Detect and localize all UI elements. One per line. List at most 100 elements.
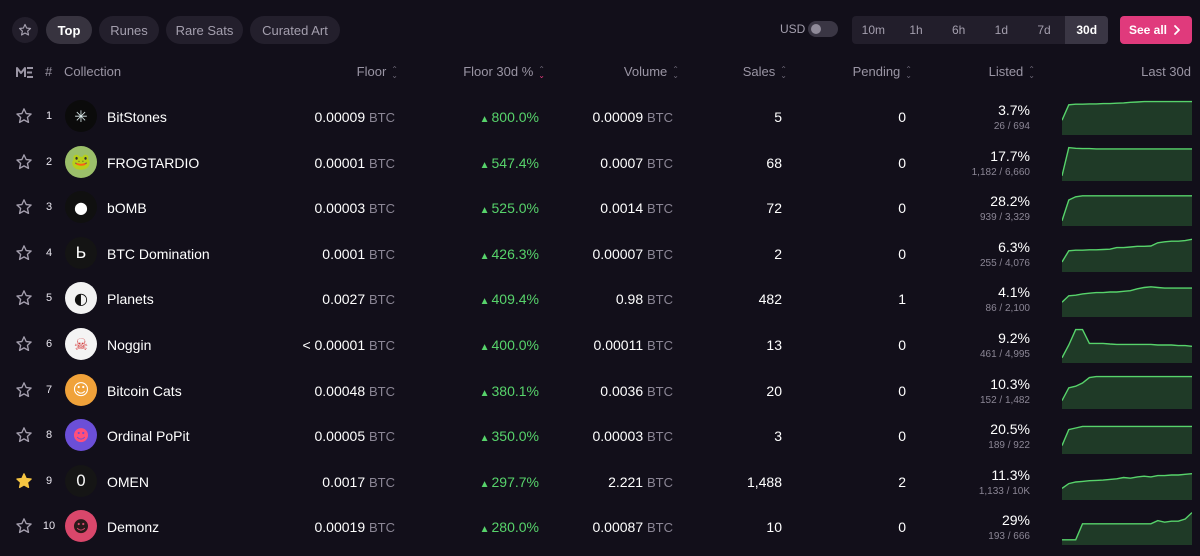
row-rank: 1 <box>45 110 53 122</box>
table-row[interactable]: 10 ☻ Demonz 0.00019 BTC ▲ 280.0% 0.00087 … <box>0 504 1200 550</box>
star-filled-icon[interactable] <box>15 472 33 490</box>
floor-price: 0.00009 BTC <box>315 109 396 125</box>
pending-count: 0 <box>898 200 906 217</box>
collection-avatar[interactable]: ☠ <box>65 328 97 360</box>
collection-name[interactable]: OMEN <box>107 473 149 490</box>
table-row[interactable]: 1 ✳ BitStones 0.00009 BTC ▲ 800.0% 0.0000… <box>0 94 1200 140</box>
table-row[interactable]: 7 ☺ Bitcoin Cats 0.00048 BTC ▲ 380.1% 0.0… <box>0 368 1200 414</box>
volume: 0.0014 BTC <box>600 200 673 216</box>
star-outline-icon[interactable] <box>15 335 33 353</box>
table-row[interactable]: 4 Ь BTC Domination 0.0001 BTC ▲ 426.3% 0.… <box>0 231 1200 277</box>
floor-change: ▲ 525.0% <box>480 200 539 216</box>
floor-value: 0.0001 <box>322 245 366 262</box>
star-outline-icon[interactable] <box>15 381 33 399</box>
star-outline-icon[interactable] <box>15 198 33 216</box>
sort-icon: ⌃ ⌄ <box>391 64 398 80</box>
timeframe-1h[interactable]: 1h <box>909 23 923 37</box>
collection-name[interactable]: FROGTARDIO <box>107 154 200 171</box>
floor-unit: BTC <box>369 246 395 262</box>
row-rank: 8 <box>45 429 53 442</box>
tab-top[interactable]: Top <box>46 16 92 44</box>
star-outline-icon[interactable] <box>15 244 33 262</box>
floor-change: ▲ 297.7% <box>480 474 539 490</box>
collection-name[interactable]: BitStones <box>107 109 167 125</box>
tab-curated-art[interactable]: Curated Art <box>250 16 340 44</box>
collection-avatar[interactable]: Ь <box>65 236 97 269</box>
header-volume[interactable]: Volume ⌃ ⌄ <box>624 64 679 79</box>
header-listed[interactable]: Listed ⌃ ⌄ <box>989 64 1035 79</box>
sparkline-area <box>1062 147 1192 181</box>
table-row[interactable]: 6 ☠ Noggin < 0.00001 BTC ▲ 400.0% 0.00011… <box>0 322 1200 368</box>
volume-unit: BTC <box>647 110 673 125</box>
floor-change-value: 409.4% <box>491 291 539 308</box>
listed-count: 26 / 694 <box>993 121 1030 132</box>
pending-count: 0 <box>898 382 906 399</box>
floor-change: ▲ 426.3% <box>480 246 539 262</box>
floor-change-value: 547.4% <box>491 154 539 171</box>
avatar-art-icon: 🐸 <box>71 152 91 172</box>
header-pending[interactable]: Pending ⌃ ⌄ <box>853 64 912 79</box>
avatar-art-icon: ✳ <box>74 106 88 126</box>
timeframe-6h[interactable]: 6h <box>952 23 966 37</box>
collection-name[interactable]: Demonz <box>107 519 160 536</box>
timeframe-7d[interactable]: 7d <box>1037 23 1051 37</box>
timeframe-10m[interactable]: 10m <box>861 23 885 37</box>
up-triangle-icon: ▲ <box>479 524 490 536</box>
timeframe-1d[interactable]: 1d <box>994 23 1009 37</box>
table-row[interactable]: 5 ◐ Planets 0.0027 BTC ▲ 409.4% 0.98 BTC … <box>0 276 1200 322</box>
collection-name[interactable]: BTC Domination <box>107 245 210 262</box>
volume: 0.0036 BTC <box>600 383 673 399</box>
floor-value: 0.0017 <box>322 473 366 490</box>
header-floor[interactable]: Floor ⌃ ⌄ <box>357 64 398 79</box>
floor-value: < 0.00001 <box>302 337 366 353</box>
sparkline-area <box>1062 287 1192 318</box>
tab-rare-sats[interactable]: Rare Sats <box>166 16 243 44</box>
collection-avatar[interactable]: ☺ <box>65 373 97 406</box>
collection-name[interactable]: Planets <box>107 291 154 308</box>
volume-unit: BTC <box>647 292 673 308</box>
star-outline-icon[interactable] <box>15 426 33 444</box>
collection-avatar[interactable]: ◐ <box>65 282 97 315</box>
favorites-filter-button[interactable] <box>12 17 38 43</box>
listed-percent: 11.3% <box>991 466 1030 483</box>
collection-avatar[interactable]: ☻ <box>65 419 97 452</box>
avatar-art-icon: ☻ <box>72 516 90 536</box>
floor-value: 0.00009 <box>314 109 366 125</box>
collection-name[interactable]: bOMB <box>107 200 147 217</box>
see-all-button[interactable]: See all <box>1120 16 1192 44</box>
row-rank: 7 <box>45 383 53 396</box>
floor-change-value: 400.0% <box>491 337 539 353</box>
collection-name[interactable]: Ordinal PoPit <box>107 428 190 445</box>
collection-avatar[interactable]: ✳ <box>65 100 97 132</box>
sparkline-area <box>1062 329 1192 363</box>
volume-unit: BTC <box>647 246 673 262</box>
collection-avatar[interactable]: ☻ <box>65 510 97 543</box>
star-outline-icon[interactable] <box>15 517 33 535</box>
table-row[interactable]: 8 ☻ Ordinal PoPit 0.00005 BTC ▲ 350.0% 0.… <box>0 413 1200 459</box>
floor-change-value: 525.0% <box>491 200 539 217</box>
volume-unit: BTC <box>647 338 673 353</box>
table-row[interactable]: 2 🐸 FROGTARDIO 0.00001 BTC ▲ 547.4% 0.000… <box>0 140 1200 186</box>
floor-change: ▲ 547.4% <box>480 155 539 171</box>
tab-runes[interactable]: Runes <box>99 16 159 44</box>
up-triangle-icon: ▲ <box>479 250 490 262</box>
collection-avatar[interactable]: ● <box>65 191 97 224</box>
volume-value: 0.00003 <box>592 428 644 445</box>
header-sales[interactable]: Sales ⌃ ⌄ <box>743 64 787 79</box>
star-outline-icon[interactable] <box>15 153 33 171</box>
sparkline-line <box>1062 375 1192 401</box>
header-floor-change[interactable]: Floor 30d % ⌃ ⌄ <box>463 64 545 79</box>
collection-name[interactable]: Noggin <box>107 337 152 353</box>
header-rank: # <box>45 64 53 79</box>
usd-toggle[interactable] <box>808 21 838 37</box>
pending-count: 0 <box>898 245 906 262</box>
star-outline-icon[interactable] <box>15 289 33 307</box>
collection-avatar[interactable]: 0 <box>65 464 97 497</box>
collection-name[interactable]: Bitcoin Cats <box>107 382 182 399</box>
star-outline-icon[interactable] <box>15 107 33 125</box>
timeframe-30d[interactable]: 30d <box>1065 16 1109 44</box>
table-row[interactable]: 3 ● bOMB 0.00003 BTC ▲ 525.0% 0.0014 BTC … <box>0 185 1200 231</box>
table-row[interactable]: 9 0 OMEN 0.0017 BTC ▲ 297.7% 2.221 BTC 1,… <box>0 459 1200 505</box>
collection-avatar[interactable]: 🐸 <box>65 145 97 178</box>
floor-price: 0.00001 BTC <box>315 155 396 171</box>
